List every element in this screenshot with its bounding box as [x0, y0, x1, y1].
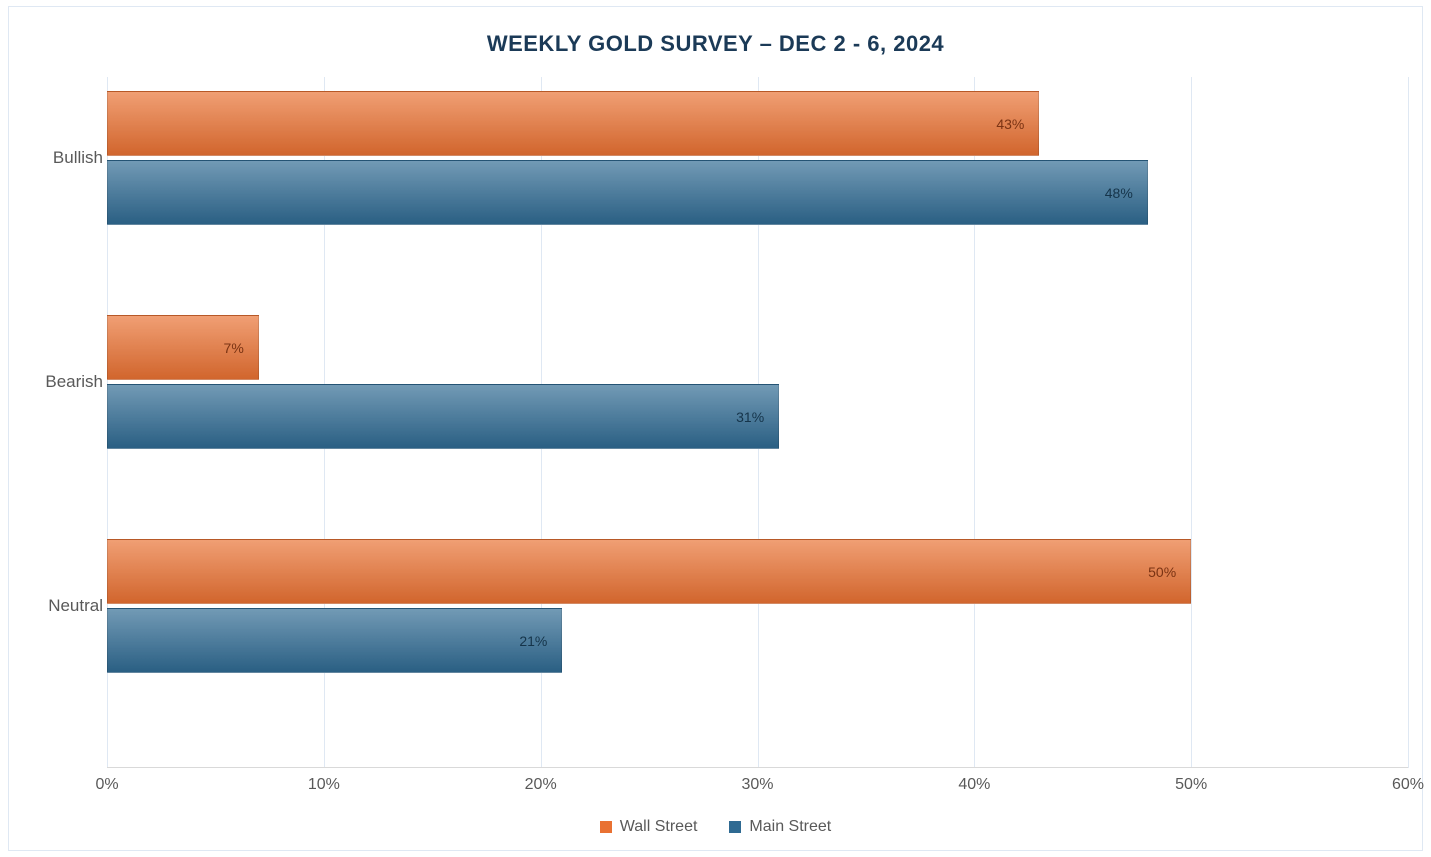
- legend-label: Main Street: [749, 818, 831, 836]
- x-tick-label: 30%: [741, 776, 773, 794]
- bar-value-label: 31%: [736, 409, 764, 425]
- legend: Wall Street Main Street: [9, 818, 1422, 836]
- bar-value-label: 48%: [1105, 185, 1133, 201]
- category-label: Bearish: [19, 372, 103, 392]
- bar-value-label: 50%: [1148, 564, 1176, 580]
- bar-value-label: 43%: [996, 116, 1024, 132]
- bar: 21%: [107, 608, 562, 673]
- legend-swatch: [600, 821, 612, 833]
- bar: 48%: [107, 160, 1148, 225]
- x-axis-baseline: [107, 767, 1408, 768]
- chart-title: WEEKLY GOLD SURVEY – DEC 2 - 6, 2024: [9, 31, 1422, 57]
- bar-value-label: 21%: [519, 633, 547, 649]
- legend-swatch: [729, 821, 741, 833]
- bar: 7%: [107, 315, 259, 380]
- x-tick-label: 10%: [308, 776, 340, 794]
- gold-survey-chart: WEEKLY GOLD SURVEY – DEC 2 - 6, 2024 43%…: [8, 6, 1423, 851]
- category-label: Neutral: [19, 596, 103, 616]
- x-tick-label: 0%: [95, 776, 118, 794]
- x-tick-label: 60%: [1392, 776, 1424, 794]
- gridline: [1191, 77, 1192, 768]
- gridline: [1408, 77, 1409, 768]
- plot-area: 43% 48% 7% 31% 50% 21%: [107, 77, 1408, 768]
- x-axis-labels: 0%10%20%30%40%50%60%: [107, 776, 1408, 798]
- x-tick-label: 40%: [958, 776, 990, 794]
- x-tick-label: 20%: [525, 776, 557, 794]
- legend-item: Main Street: [729, 818, 831, 836]
- bar: 50%: [107, 539, 1191, 604]
- legend-item: Wall Street: [600, 818, 698, 836]
- category-label: Bullish: [19, 148, 103, 168]
- bar: 31%: [107, 384, 779, 449]
- legend-label: Wall Street: [620, 818, 698, 836]
- bar: 43%: [107, 91, 1039, 156]
- bar-value-label: 7%: [224, 340, 244, 356]
- x-tick-label: 50%: [1175, 776, 1207, 794]
